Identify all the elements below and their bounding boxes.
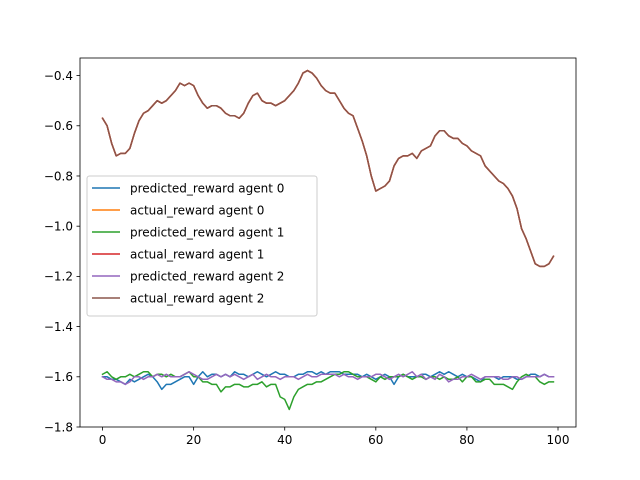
x-tick-label: 40 xyxy=(277,433,292,447)
y-tick-label: −0.6 xyxy=(44,119,73,133)
legend-box xyxy=(86,175,318,317)
legend-label-4: predicted_reward agent 2 xyxy=(130,269,284,283)
legend: predicted_reward agent 0 actual_reward ag… xyxy=(86,175,318,317)
x-tick-label: 60 xyxy=(368,433,383,447)
series-line-0 xyxy=(101,371,555,391)
y-tick-label: −1.4 xyxy=(44,320,73,334)
y-tick-label: −1.0 xyxy=(44,219,73,233)
legend-label-2: predicted_reward agent 1 xyxy=(130,225,284,239)
series-layer xyxy=(101,69,555,411)
legend-label-0: predicted_reward agent 0 xyxy=(130,181,284,195)
axes-frame xyxy=(79,57,577,428)
y-tick-label: −1.8 xyxy=(44,420,73,434)
y-tick-label: −0.4 xyxy=(44,69,73,83)
y-tick-label: −1.6 xyxy=(44,370,73,384)
series-line-4 xyxy=(101,371,555,386)
x-tick-label: 20 xyxy=(186,433,201,447)
legend-label-1: actual_reward agent 0 xyxy=(130,203,264,217)
legend-label-3: actual_reward agent 1 xyxy=(130,247,264,261)
y-tick-label: −1.2 xyxy=(44,270,73,284)
series-line-5 xyxy=(101,69,555,268)
axes-spines xyxy=(79,57,577,428)
x-tick-label: 0 xyxy=(99,433,107,447)
x-tick-label: 80 xyxy=(459,433,474,447)
x-tick-label: 100 xyxy=(547,433,570,447)
x-axis: 0 20 40 60 80 100 xyxy=(99,427,570,447)
legend-label-5: actual_reward agent 2 xyxy=(130,291,264,305)
y-tick-label: −0.8 xyxy=(44,169,73,183)
y-axis: −1.8 −1.6 −1.4 −1.2 −1.0 −0.8 −0.6 −0.4 xyxy=(44,69,80,434)
